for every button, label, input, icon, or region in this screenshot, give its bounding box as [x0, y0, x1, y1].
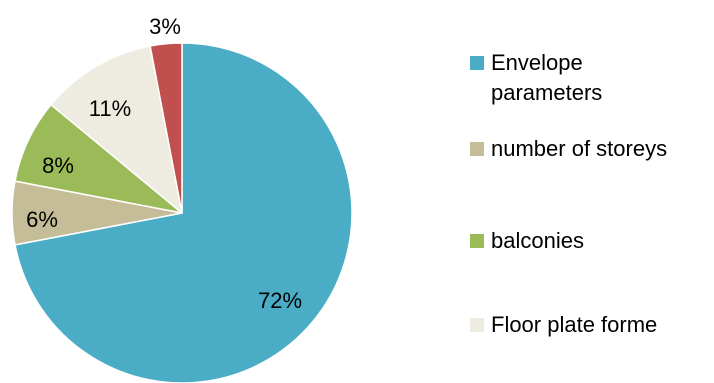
- legend-label: Floor plate forme: [491, 312, 658, 337]
- pie-data-labels: 72% 6% 8% 11% 3%: [26, 14, 302, 313]
- legend-swatch: [470, 56, 484, 70]
- legend-item-balconies: balconies: [470, 226, 584, 256]
- legend-label: Envelope parameters: [491, 50, 603, 105]
- data-label-slice-4: 3%: [149, 14, 181, 39]
- pie-slices: [11, 42, 353, 383]
- legend-label: balconies: [491, 228, 584, 253]
- pie-slice-slice-4: [149, 42, 183, 214]
- data-label-number-of-storeys: 6%: [26, 207, 58, 232]
- legend-swatch: [470, 142, 484, 156]
- legend-item-floor-plate-forme: Floor plate forme: [470, 310, 657, 340]
- legend-swatch: [470, 234, 484, 248]
- legend-swatch: [470, 318, 484, 332]
- data-label-balconies: 8%: [42, 153, 74, 178]
- pie-slice-floor-plate-forme: [50, 45, 183, 214]
- legend-item-number-of-storeys: number of storeys: [470, 134, 667, 164]
- legend-item-envelope-parameters: Envelope parameters: [470, 48, 641, 108]
- legend-label: number of storeys: [491, 136, 668, 161]
- data-label-envelope-parameters: 72%: [258, 288, 302, 313]
- data-label-floor-plate-forme: 11%: [89, 96, 131, 121]
- pie-slice-envelope-parameters: [14, 42, 353, 383]
